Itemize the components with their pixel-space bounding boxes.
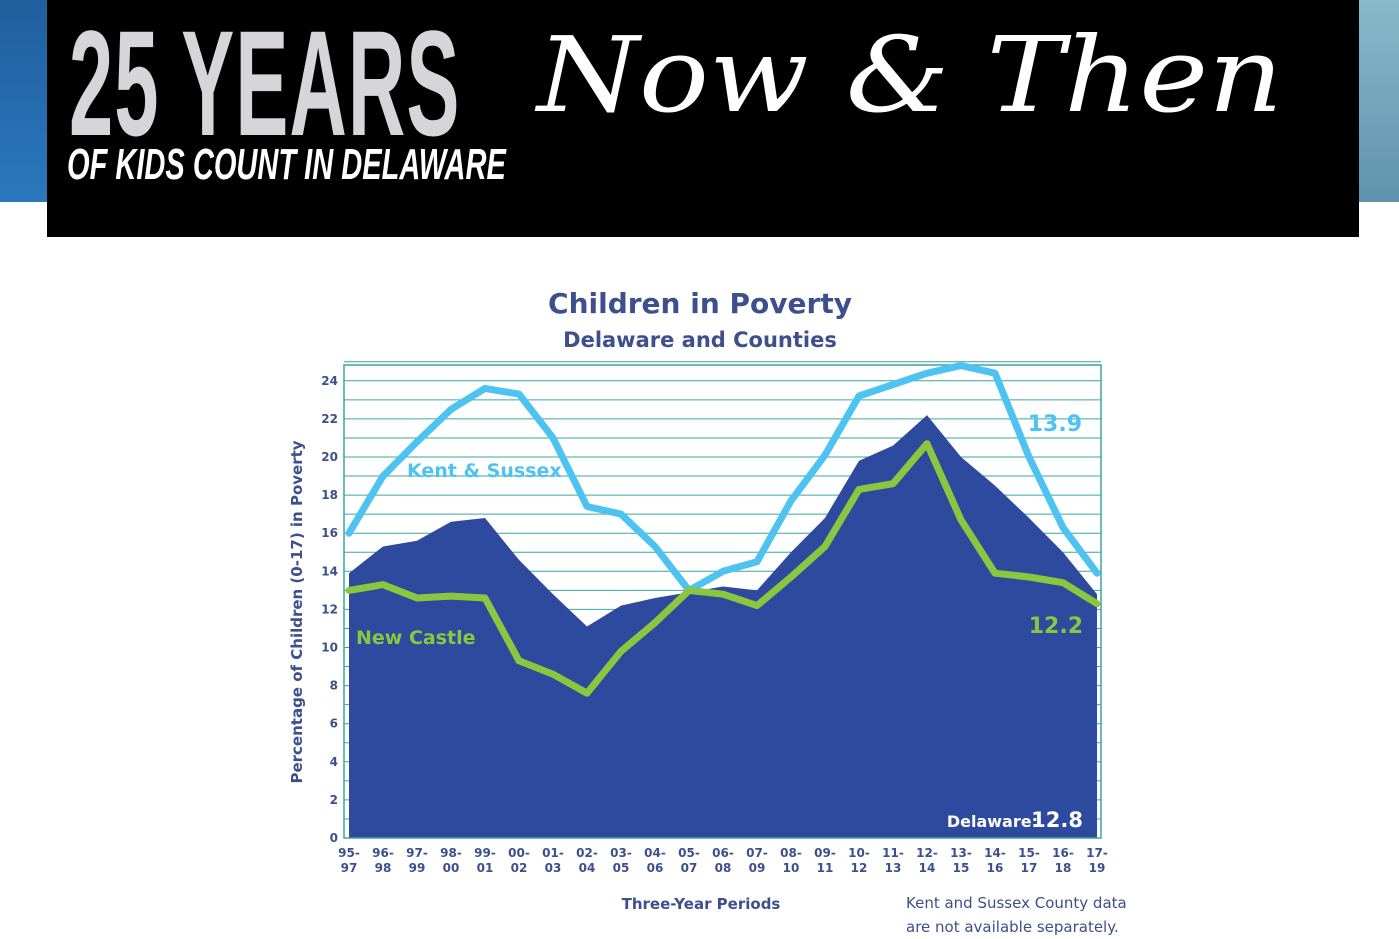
x-tick-label: 01-03: [542, 846, 564, 875]
x-tick-label: 02-04: [576, 846, 598, 875]
brand-subtitle: OF KIDS COUNT IN DELAWARE: [67, 140, 506, 189]
x-tick-label: 04-06: [644, 846, 666, 875]
note-line-1: Kent and Sussex County data: [906, 894, 1127, 912]
y-tick-label: 20: [321, 450, 338, 464]
background-strip-right: [1359, 0, 1399, 202]
x-tick-label: 03-05: [610, 846, 632, 875]
x-tick-label: 95-97: [338, 846, 360, 875]
x-tick-label: 17-19: [1086, 846, 1108, 875]
chart-title: Children in Poverty: [548, 287, 852, 320]
background-strip-left: [0, 0, 47, 202]
x-tick-label: 11-13: [882, 846, 904, 875]
plot-frame: [343, 364, 1102, 839]
chart-subtitle: Delaware and Counties: [563, 328, 837, 352]
x-tick-label: 96-98: [372, 846, 394, 875]
y-tick-label: 4: [330, 755, 338, 769]
y-axis-label: Percentage of Children (0-17) in Poverty: [288, 440, 306, 783]
y-tick-label: 10: [321, 641, 338, 655]
series-line-new-castle: [345, 440, 1101, 697]
x-tick-label: 09-11: [814, 846, 836, 875]
x-tick-label: 12-14: [916, 846, 938, 875]
x-tick-label: 16-18: [1052, 846, 1074, 875]
brand-title: 25 YEARS: [69, 0, 461, 167]
note-line-2: are not available separately.: [906, 918, 1119, 936]
script-title: Now & Then: [537, 14, 1284, 136]
x-tick-label: 14-16: [984, 846, 1006, 875]
x-tick-label: 98-00: [440, 846, 462, 875]
y-tick-label: 14: [321, 564, 338, 578]
legend-label-kent-sussex: Kent & Sussex: [407, 460, 562, 482]
delaware-label-prefix: Delaware:: [947, 812, 1038, 831]
end-label-delaware: 12.8: [1031, 808, 1083, 832]
x-tick-label: 10-12: [848, 846, 870, 875]
y-tick-label: 6: [330, 717, 338, 731]
y-tick-label: 12: [321, 602, 338, 616]
y-tick-label: 2: [330, 793, 338, 807]
legend-label-new-castle: New Castle: [356, 627, 476, 649]
x-tick-label: 08-10: [780, 846, 802, 875]
x-tick-label: 07-09: [746, 846, 768, 875]
series-area-delaware: [349, 415, 1097, 838]
end-label-new-castle: 12.2: [1029, 614, 1083, 639]
y-tick-label: 8: [330, 679, 338, 693]
x-tick-label: 05-07: [678, 846, 700, 875]
x-axis-label: Three-Year Periods: [622, 895, 781, 913]
end-label-kent-sussex: 13.9: [1028, 412, 1082, 437]
x-axis-ticks: 95-97 96-98 97-99 98-00 99-01 00-02 01-03 02-04…: [338, 846, 1108, 875]
y-tick-label: 24: [321, 374, 338, 388]
y-tick-label: 22: [321, 412, 338, 426]
x-tick-label: 06-08: [712, 846, 734, 875]
x-tick-label: 13-15: [950, 846, 972, 875]
series-line-kent-sussex: [345, 362, 1101, 594]
x-tick-label: 00-02: [508, 846, 530, 875]
y-tick-label: 18: [321, 488, 338, 502]
y-tick-label: 16: [321, 526, 338, 540]
header-banner: 25 YEARS OF KIDS COUNT IN DELAWARE Now &…: [47, 0, 1359, 237]
x-tick-label: 15-17: [1018, 846, 1040, 875]
x-tick-label: 97-99: [406, 846, 428, 875]
y-tick-label: 0: [330, 831, 338, 845]
x-tick-label: 99-01: [474, 846, 496, 875]
